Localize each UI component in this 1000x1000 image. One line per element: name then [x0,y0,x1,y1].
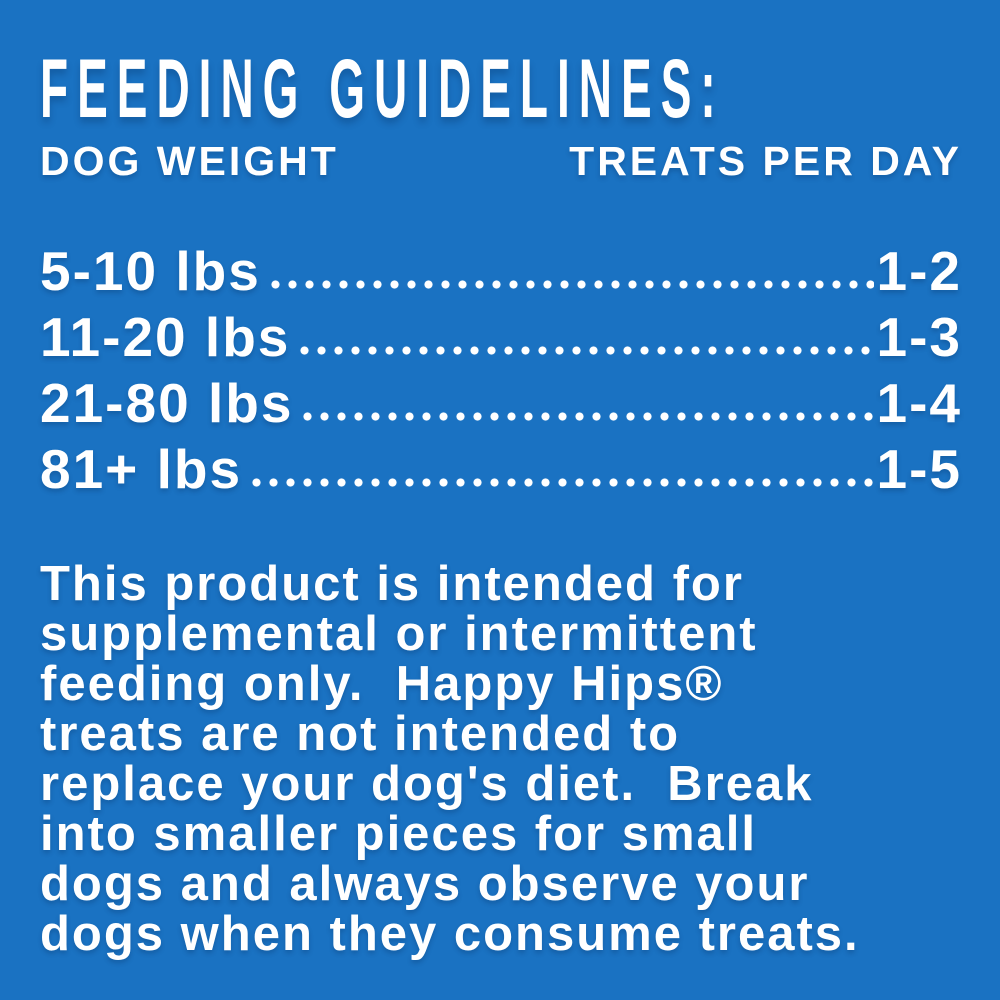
table-row: 5-10 lbs 1-2 [40,235,962,301]
table-row: 81+ lbs 1-5 [40,433,962,499]
page-title-text: FEEDING GUIDELINES: [40,40,725,136]
dot-leader [296,346,874,355]
treats-per-day-value: 1-3 [876,306,962,368]
dog-weight-value: 21-80 lbs [40,372,294,434]
dot-leader [248,478,874,487]
feeding-table: 5-10 lbs 1-2 11-20 lbs 1-3 21-80 lbs 1-4… [40,235,962,499]
table-row: 11-20 lbs 1-3 [40,301,962,367]
treats-per-day-value: 1-4 [876,372,962,434]
note-line: dogs and always observe your [40,857,810,911]
treats-per-day-value: 1-2 [876,240,962,302]
dog-weight-value: 11-20 lbs [40,306,291,368]
note-line: feeding only. Happy Hips® [40,657,724,711]
dog-weight-value: 81+ lbs [40,438,243,500]
dot-leader [266,280,874,289]
note-line: dogs when they consume treats. [40,907,860,961]
note-line: replace your dog's diet. Break [40,757,814,811]
note-line: supplemental or intermittent [40,607,758,661]
column-header-treats-per-day: TREATS PER DAY [569,138,962,184]
page-title: FEEDING GUIDELINES: [40,46,962,136]
table-header: DOG WEIGHT TREATS PER DAY [40,138,962,185]
dog-weight-value: 5-10 lbs [40,240,261,302]
table-row: 21-80 lbs 1-4 [40,367,962,433]
dot-leader [299,412,874,421]
supplemental-feeding-note: This product is intended for supplementa… [40,559,962,959]
note-line: treats are not intended to [40,707,681,761]
note-line: into smaller pieces for small [40,807,758,861]
column-header-dog-weight: DOG WEIGHT [40,138,339,184]
note-line: This product is intended for [40,557,744,611]
treats-per-day-value: 1-5 [876,438,962,500]
